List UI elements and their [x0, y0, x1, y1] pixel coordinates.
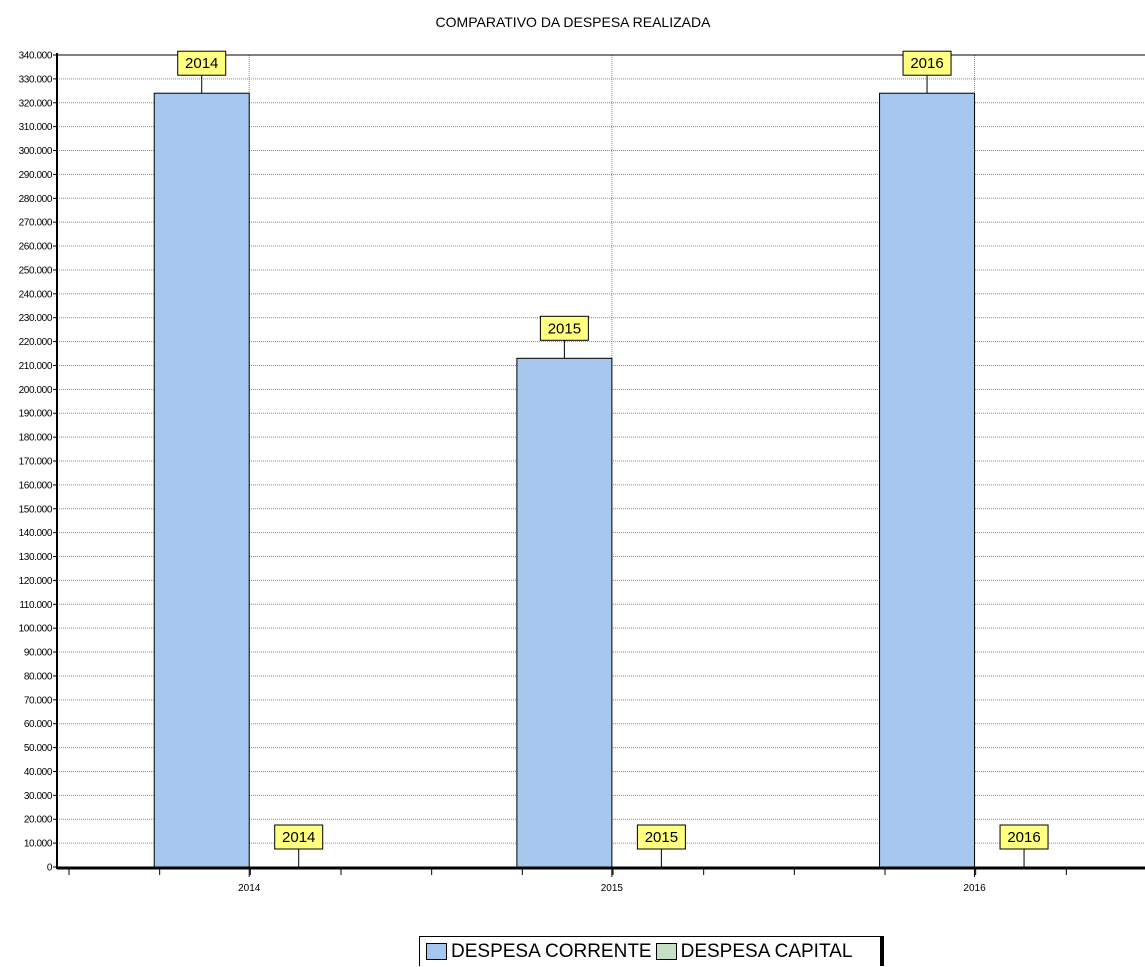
legend-label-despesa-capital: DESPESA CAPITAL — [680, 940, 853, 962]
legend-item-despesa-capital: DESPESA CAPITAL — [655, 940, 853, 963]
data-label-box — [539, 315, 589, 341]
y-tick-label: 100.000 — [19, 624, 53, 635]
y-tick-label: 210.000 — [19, 361, 53, 372]
bar-despesa-corrente-2016 — [879, 92, 976, 868]
bar-despesa-corrente-2015 — [516, 357, 613, 868]
y-tick-label: 220.000 — [19, 337, 53, 348]
x-tick-label: 2015 — [601, 883, 624, 894]
data-label: 2014 — [282, 829, 315, 846]
data-label: 2015 — [645, 829, 678, 846]
y-tick-label: 0 — [47, 863, 53, 874]
legend: DESPESA CORRENTE DESPESA CAPITAL — [419, 936, 885, 966]
y-tick-label: 20.000 — [24, 815, 53, 826]
y-tick-label: 10.000 — [24, 839, 53, 850]
y-tick-label: 70.000 — [24, 695, 53, 706]
legend-item-despesa-corrente: DESPESA CORRENTE — [426, 941, 652, 963]
y-tick-label: 40.000 — [24, 767, 53, 778]
data-label-box — [999, 824, 1049, 850]
y-tick-label: 90.000 — [24, 648, 53, 659]
y-tick-label: 250.000 — [19, 265, 53, 276]
y-tick-label: 300.000 — [19, 146, 53, 157]
data-labels: 2014 2014 2015 2015 2016 2016 — [177, 50, 1049, 867]
y-tick-label: 110.000 — [19, 600, 52, 611]
y-tick-label: 340.000 — [19, 51, 53, 62]
y-tick-label: 190.000 — [19, 409, 53, 420]
y-tick-label: 50.000 — [24, 743, 53, 754]
y-tick-label: 140.000 — [19, 528, 53, 539]
y-tick-label: 280.000 — [19, 194, 53, 205]
data-label-box — [177, 50, 227, 76]
legend-swatch-despesa-capital — [655, 943, 677, 960]
axes: 0 10.000 20.000 30.000 40.000 50.000 60.000 70.… — [19, 51, 1145, 894]
y-tick-label: 310.000 — [19, 122, 53, 133]
legend-swatch-despesa-corrente — [426, 943, 447, 960]
data-label-box — [274, 824, 324, 850]
y-tick-label: 270.000 — [19, 218, 53, 229]
y-tick-label: 80.000 — [24, 671, 53, 682]
data-label: 2014 — [185, 55, 218, 72]
x-tick-label: 2014 — [238, 883, 261, 894]
data-label: 2015 — [548, 320, 581, 337]
data-label: 2016 — [1007, 829, 1040, 846]
y-tick-label: 130.000 — [19, 552, 53, 563]
bars — [153, 92, 976, 868]
legend-label-despesa-corrente: DESPESA CORRENTE — [451, 940, 652, 962]
y-tick-label: 120.000 — [19, 576, 53, 587]
y-tick-label: 200.000 — [19, 385, 53, 396]
y-tick-label: 30.000 — [24, 791, 53, 802]
y-tick-label: 150.000 — [19, 504, 53, 515]
y-tick-label: 160.000 — [19, 480, 53, 491]
y-tick-label: 260.000 — [19, 242, 53, 253]
chart-title: COMPARATIVO DA DESPESA REALIZADA — [436, 14, 712, 30]
y-tick-label: 290.000 — [19, 170, 53, 181]
data-label-box — [902, 50, 952, 76]
y-tick-label: 170.000 — [19, 457, 53, 468]
y-tick-label: 180.000 — [19, 433, 53, 444]
x-tick-label: 2016 — [963, 883, 986, 894]
y-tick-label: 320.000 — [19, 98, 53, 109]
data-label: 2016 — [910, 55, 943, 72]
y-tick-label: 230.000 — [19, 313, 53, 324]
y-tick-label: 240.000 — [19, 289, 53, 300]
y-tick-label: 60.000 — [24, 719, 53, 730]
data-label-box — [636, 824, 686, 850]
y-tick-label: 330.000 — [19, 74, 53, 85]
bar-despesa-corrente-2014 — [153, 92, 250, 868]
